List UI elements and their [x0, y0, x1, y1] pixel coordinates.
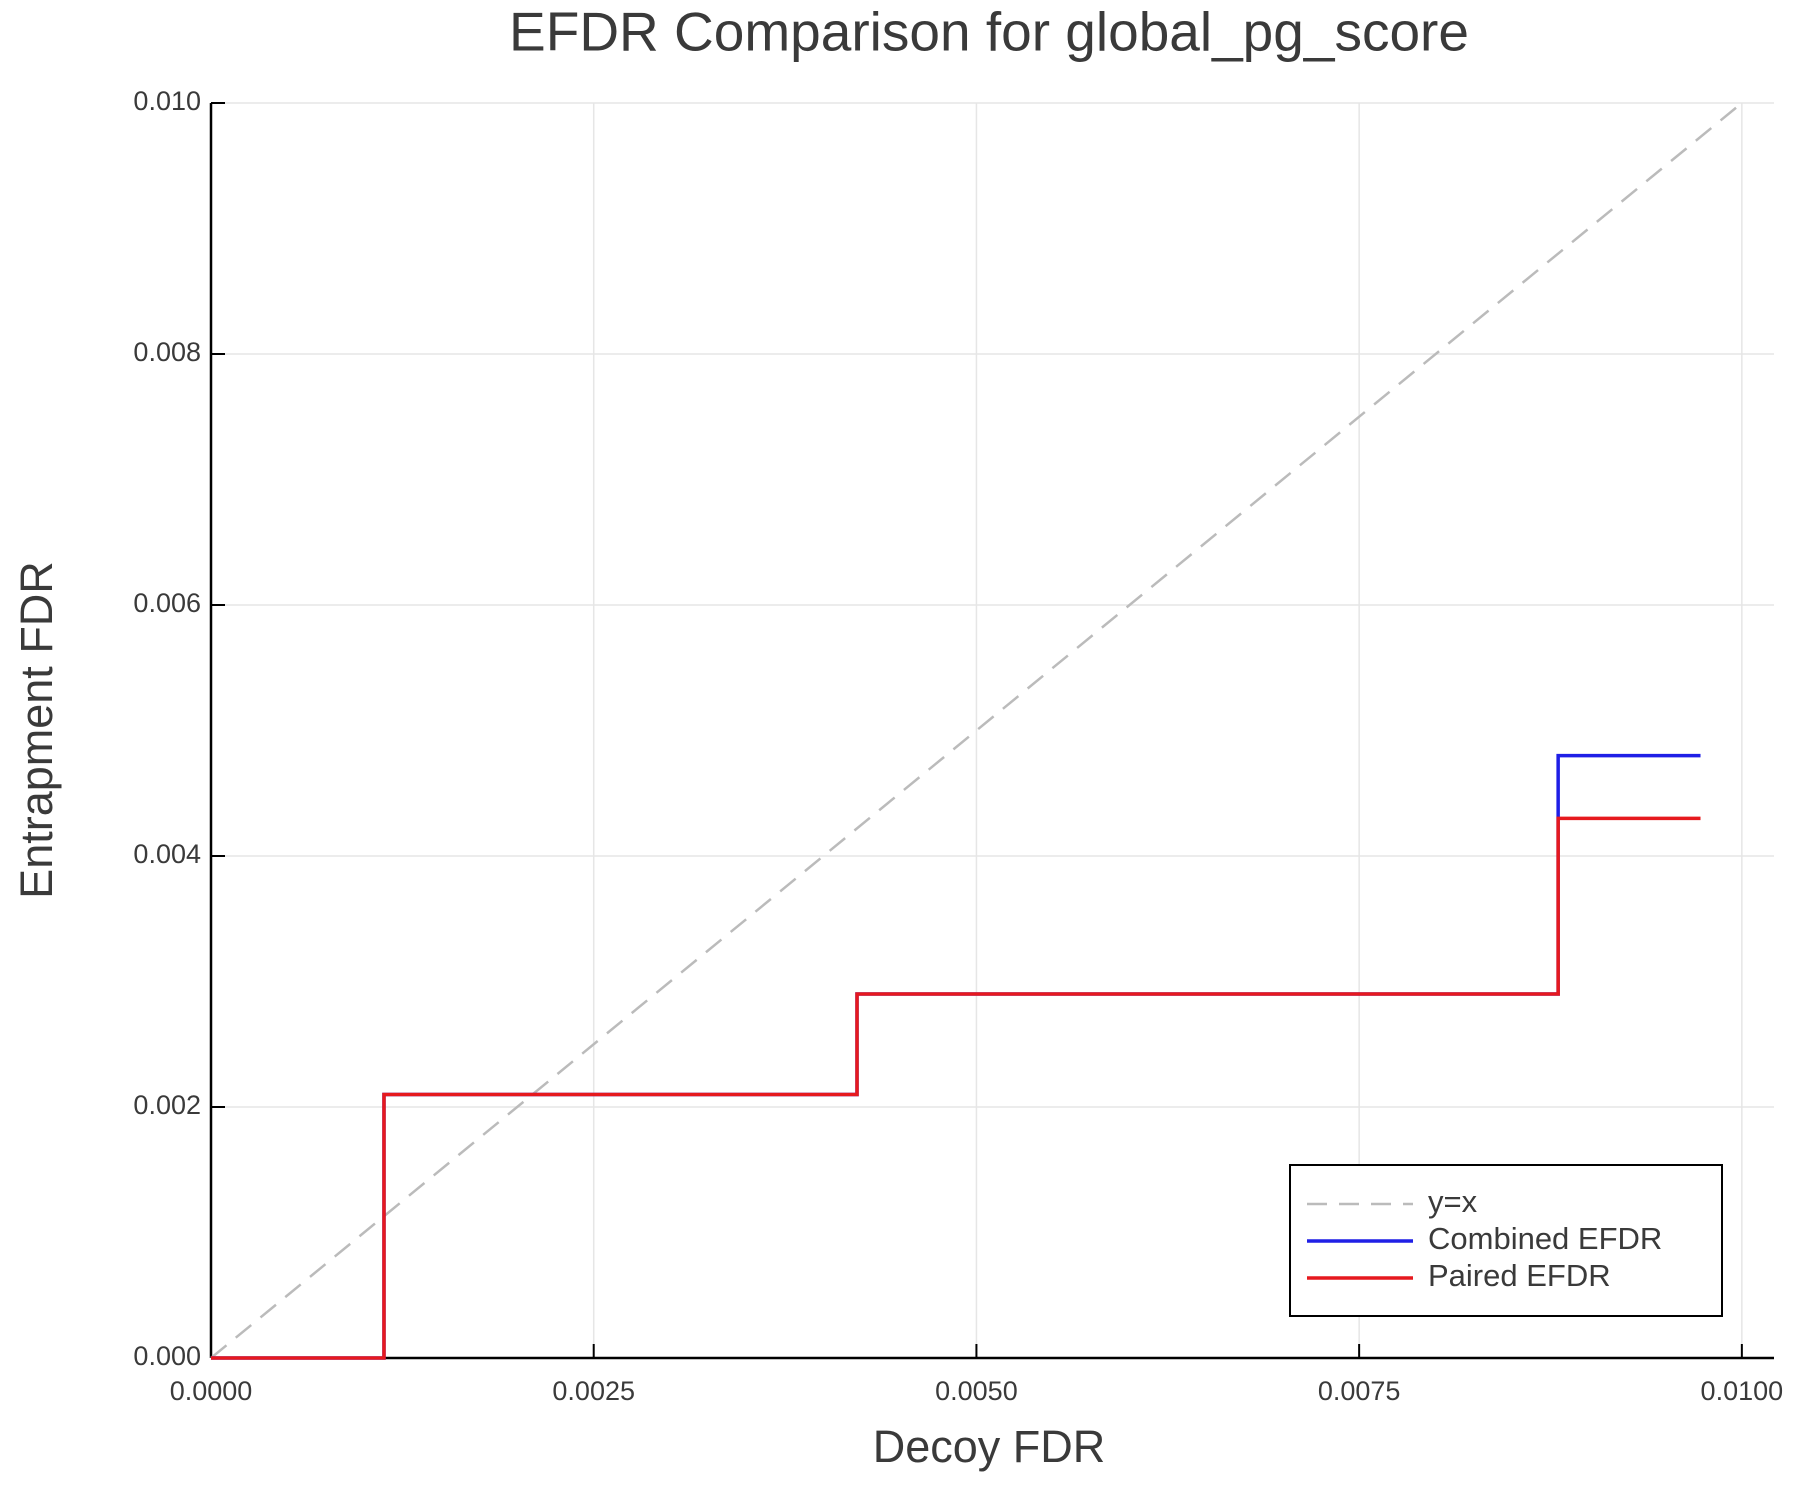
y-axis-label: Entrapment FDR	[11, 561, 62, 899]
x-tick-label: 0.0075	[1318, 1376, 1401, 1406]
x-tick-label: 0.0050	[935, 1376, 1018, 1406]
y-tick-label: 0.004	[133, 839, 201, 869]
x-axis-label: Decoy FDR	[873, 1421, 1106, 1472]
y-tick-label: 0.008	[133, 337, 201, 367]
x-tick-label: 0.0000	[170, 1376, 253, 1406]
y-tick-label: 0.002	[133, 1090, 201, 1120]
legend-label: y=x	[1428, 1184, 1478, 1219]
x-tick-label: 0.0100	[1701, 1376, 1784, 1406]
y-tick-label: 0.006	[133, 588, 201, 618]
series-line	[211, 816, 1701, 1360]
legend-label: Paired EFDR	[1428, 1258, 1611, 1293]
y-tick-label: 0.000	[133, 1341, 201, 1371]
y-tick-label: 0.010	[133, 86, 201, 116]
chart-title: EFDR Comparison for global_pg_score	[509, 1, 1469, 63]
x-tick-label: 0.0025	[552, 1376, 635, 1406]
legend-label: Combined EFDR	[1428, 1221, 1662, 1256]
series-line	[210, 102, 1743, 1359]
